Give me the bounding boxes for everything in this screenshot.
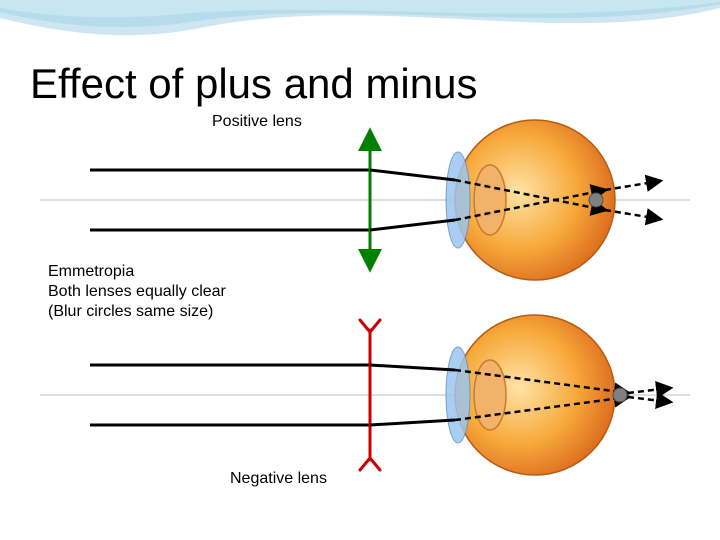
focal-point-bottom [613, 388, 627, 402]
ray-bot-lower-after [370, 420, 455, 425]
ray-top-lower-converge [370, 220, 455, 230]
ray-top-upper-converge [370, 170, 455, 180]
optics-diagram [0, 0, 720, 540]
eye-bottom [446, 315, 615, 475]
focal-point-top [589, 193, 603, 207]
ray-bot-lower-exit [628, 397, 670, 402]
ray-bot-upper-after [370, 365, 455, 370]
ray-bot-upper-exit [628, 388, 670, 393]
